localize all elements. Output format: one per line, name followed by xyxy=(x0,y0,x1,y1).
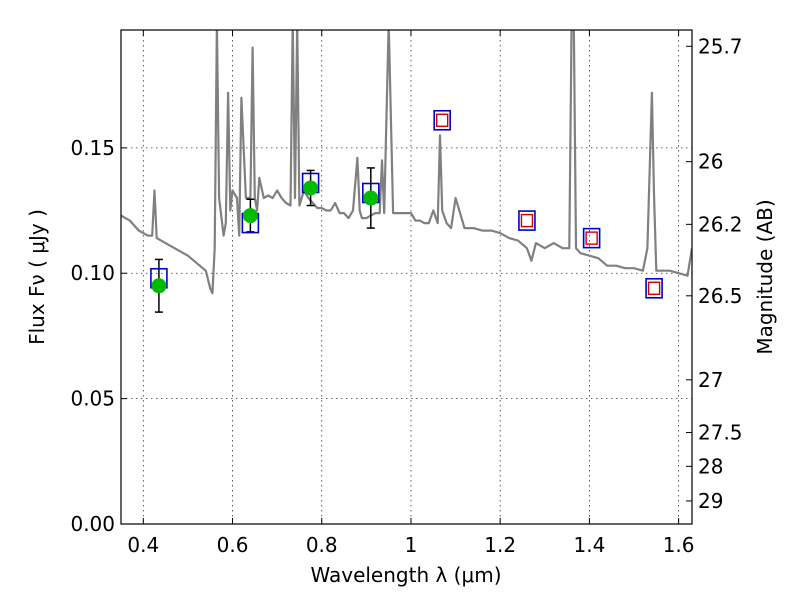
x-tick-label: 0.6 xyxy=(217,533,249,557)
right-tick-label: 29 xyxy=(698,489,723,513)
model-photometry-square xyxy=(645,277,663,299)
x-axis-label: Wavelength λ (μm) xyxy=(310,563,501,587)
upper-limit-square xyxy=(435,113,449,127)
y-tick-label: 0.15 xyxy=(70,136,115,160)
upper-limit-square xyxy=(520,213,534,228)
right-tick-label: 27 xyxy=(698,368,723,392)
y-tick-label: 0.10 xyxy=(70,261,115,285)
x-tick-label: 1.2 xyxy=(484,533,516,557)
plot-area xyxy=(121,30,692,313)
upper-limit-square xyxy=(647,281,661,295)
observed-flux-point xyxy=(303,180,319,196)
right-tick-label: 26 xyxy=(698,150,723,174)
right-tick-label: 26.5 xyxy=(698,284,743,308)
right-tick-label: 28 xyxy=(698,454,723,478)
observed-flux-point xyxy=(242,208,258,224)
x-tick-label: 0.4 xyxy=(127,533,159,557)
x-tick-label: 1.4 xyxy=(573,533,605,557)
right-y-axis-label: Magnitude (AB) xyxy=(753,199,777,354)
model-photometry-square xyxy=(582,227,601,249)
y-tick-label: 0.05 xyxy=(70,387,115,411)
plot-frame xyxy=(120,29,693,525)
y-tick-label: 0.00 xyxy=(70,512,115,536)
model-photometry-square xyxy=(433,109,451,131)
axis-ticks: 0.4 0.6 0.8 1 1.2 1.4 1.6 0.00 0.05 0.10 0.15 25.7 2… xyxy=(70,30,743,557)
upper-limit-square xyxy=(585,231,598,245)
observed-flux-point xyxy=(151,278,167,294)
y-axis-label: Flux Fν ( μJy ) xyxy=(25,209,49,345)
right-tick-label: 27.5 xyxy=(698,420,743,444)
x-tick-label: 1.6 xyxy=(663,533,695,557)
x-tick-label: 1 xyxy=(405,533,418,557)
model-spectrum-line xyxy=(121,30,692,295)
right-tick-label: 25.7 xyxy=(698,34,743,58)
observed-flux-point xyxy=(363,190,379,206)
x-tick-label: 0.8 xyxy=(306,533,338,557)
model-photometry-square xyxy=(518,210,536,231)
right-tick-label: 26.2 xyxy=(698,212,743,236)
